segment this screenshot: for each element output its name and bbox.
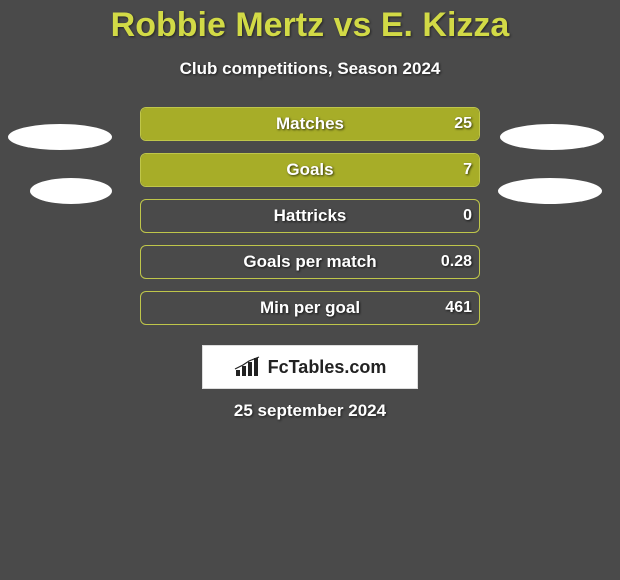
decorative-ellipse bbox=[8, 124, 112, 150]
logo-text: FcTables.com bbox=[268, 357, 387, 378]
bar-track bbox=[140, 245, 480, 279]
subtitle: Club competitions, Season 2024 bbox=[0, 59, 620, 79]
bar-track bbox=[140, 107, 480, 141]
date-text: 25 september 2024 bbox=[0, 401, 620, 421]
bar-fill-left bbox=[141, 108, 479, 140]
bar-chart-icon bbox=[234, 356, 262, 378]
page-title: Robbie Mertz vs E. Kizza bbox=[0, 6, 620, 45]
bar-fill-left bbox=[141, 154, 479, 186]
logo-box: FcTables.com bbox=[202, 345, 418, 389]
stat-row: Min per goal461 bbox=[0, 291, 620, 325]
bar-track bbox=[140, 153, 480, 187]
stat-row: Hattricks0 bbox=[0, 199, 620, 233]
bar-track bbox=[140, 291, 480, 325]
bar-track bbox=[140, 199, 480, 233]
stat-row: Goals per match0.28 bbox=[0, 245, 620, 279]
decorative-ellipse bbox=[500, 124, 604, 150]
decorative-ellipse bbox=[30, 178, 112, 204]
infographic-container: Robbie Mertz vs E. Kizza Club competitio… bbox=[0, 0, 620, 580]
decorative-ellipse bbox=[498, 178, 602, 204]
